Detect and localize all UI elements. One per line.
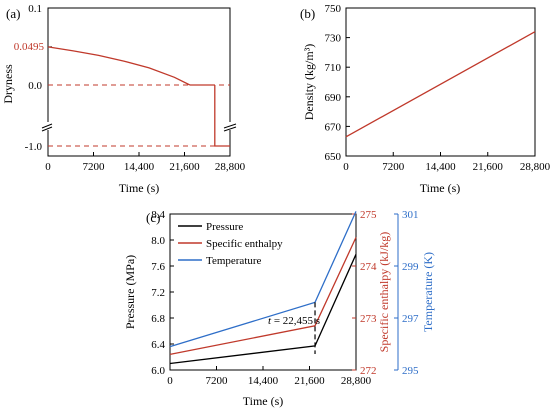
y-tick-label-temperature: 297 — [402, 313, 419, 325]
y-tick-label-pressure: 8.0 — [151, 235, 165, 247]
axis-break-marks — [41, 122, 237, 132]
dryness-line-segment — [214, 85, 230, 147]
y-tick-label-enthalpy: 274 — [360, 261, 377, 273]
y-tick-label-pressure: 8.4 — [151, 209, 165, 221]
dryness-line-segment — [47, 46, 191, 86]
y-tick-label: 670 — [325, 121, 342, 133]
x-tick-label: 28,800 — [215, 161, 246, 173]
panel-b-tag: (b) — [300, 6, 315, 21]
annotation-time-label: t = 22,455 s — [268, 315, 320, 327]
y-axis-label-a: Dryness — [1, 64, 15, 104]
y-tick-label-enthalpy: 272 — [360, 365, 377, 377]
x-ticks-a: 0 7200 14,400 21,600 28,800 — [45, 152, 246, 173]
y-tick-label-pressure: 6.0 — [151, 365, 165, 377]
plot-area-c — [169, 211, 357, 365]
x-tick-label: 7200 — [382, 161, 405, 173]
y-axis-label-c-temperature: Temperature (K) — [421, 252, 435, 332]
y-axis-label-c-enthalpy: Specific enthalpy (kJ/kg) — [377, 232, 391, 353]
tick-label-y-a-top: 0.1 — [28, 3, 42, 15]
series-line-specific-enthalpy — [169, 237, 357, 356]
legend-label-temperature: Temperature — [206, 255, 262, 267]
x-tick-label: 28,800 — [520, 161, 550, 173]
tick-label-y-a-zero: 0.0 — [28, 80, 42, 92]
x-tick-label: 21,600 — [473, 161, 504, 173]
panel-a-frame — [47, 7, 231, 157]
x-tick-label: 21,600 — [294, 375, 325, 387]
panel-c: (c) Pressure (MPa) Specific enthalpy (kJ… — [123, 209, 435, 408]
y-tick-label-pressure: 7.6 — [151, 261, 165, 273]
x-tick-label: 0 — [45, 161, 51, 173]
panel-b: (b) Density (kg/m³) Time (s) 0 7200 14,400… — [300, 3, 550, 195]
x-axis-label-a: Time (s) — [119, 181, 160, 195]
y-tick-label-pressure: 6.8 — [151, 313, 165, 325]
tick-label-y-a-mid: 0.0495 — [14, 41, 45, 53]
y-tick-label: 710 — [325, 62, 342, 74]
plot-area-a — [47, 7, 230, 147]
panel-b-frame — [345, 7, 536, 157]
x-tick-label: 28,800 — [341, 375, 372, 387]
density-line — [345, 31, 536, 138]
y-axis-label-c-pressure: Pressure (MPa) — [123, 255, 137, 329]
legend-label-enthalpy: Specific enthalpy — [206, 238, 283, 250]
y-tick-label-pressure: 6.4 — [151, 339, 165, 351]
x-tick-label: 14,400 — [124, 161, 155, 173]
y-tick-label: 750 — [325, 3, 342, 15]
y-ticks-b: 650 670 690 710 730 750 — [325, 3, 350, 163]
x-axis-label-b: Time (s) — [420, 181, 461, 195]
panel-c-tag: (c) — [146, 210, 160, 225]
y-axis-label-b: Density (kg/m³) — [302, 44, 316, 121]
legend-label-pressure: Pressure — [206, 221, 243, 233]
x-axis-label-c: Time (s) — [243, 394, 284, 408]
x-ticks-b: 0 7200 14,400 21,600 28,800 — [343, 152, 550, 173]
y-tick-label-temperature: 301 — [402, 209, 419, 221]
y-tick-label: 730 — [325, 33, 342, 45]
x-ticks-c: 0 7200 14,400 21,600 28,800 — [167, 366, 372, 387]
x-tick-label: 7200 — [206, 375, 229, 387]
y-tick-label-temperature: 295 — [402, 365, 419, 377]
legend-c: Pressure Specific enthalpy Temperature — [178, 221, 283, 267]
series-line-pressure — [169, 254, 357, 365]
x-tick-label: 14,400 — [248, 375, 279, 387]
x-tick-label: 0 — [167, 375, 173, 387]
y-tick-label-enthalpy: 273 — [360, 313, 377, 325]
tick-label-y-a-bottom: -1.0 — [25, 141, 43, 153]
plot-area-b — [345, 31, 536, 138]
x-tick-label: 21,600 — [169, 161, 200, 173]
y-tick-label-pressure: 7.2 — [151, 287, 165, 299]
x-tick-label: 14,400 — [425, 161, 456, 173]
y-tick-label: 650 — [325, 151, 342, 163]
y-tick-label: 690 — [325, 92, 342, 104]
y-tick-label-temperature: 299 — [402, 261, 419, 273]
series-line-temperature — [169, 211, 357, 348]
x-tick-label: 7200 — [83, 161, 106, 173]
x-tick-label: 0 — [343, 161, 349, 173]
panel-a-tag: (a) — [6, 6, 20, 21]
y-tick-label-enthalpy: 275 — [360, 209, 377, 221]
panel-a: (a) 0.1 0.0495 0.0 -1.0 Dryness Time (s)… — [1, 3, 246, 195]
